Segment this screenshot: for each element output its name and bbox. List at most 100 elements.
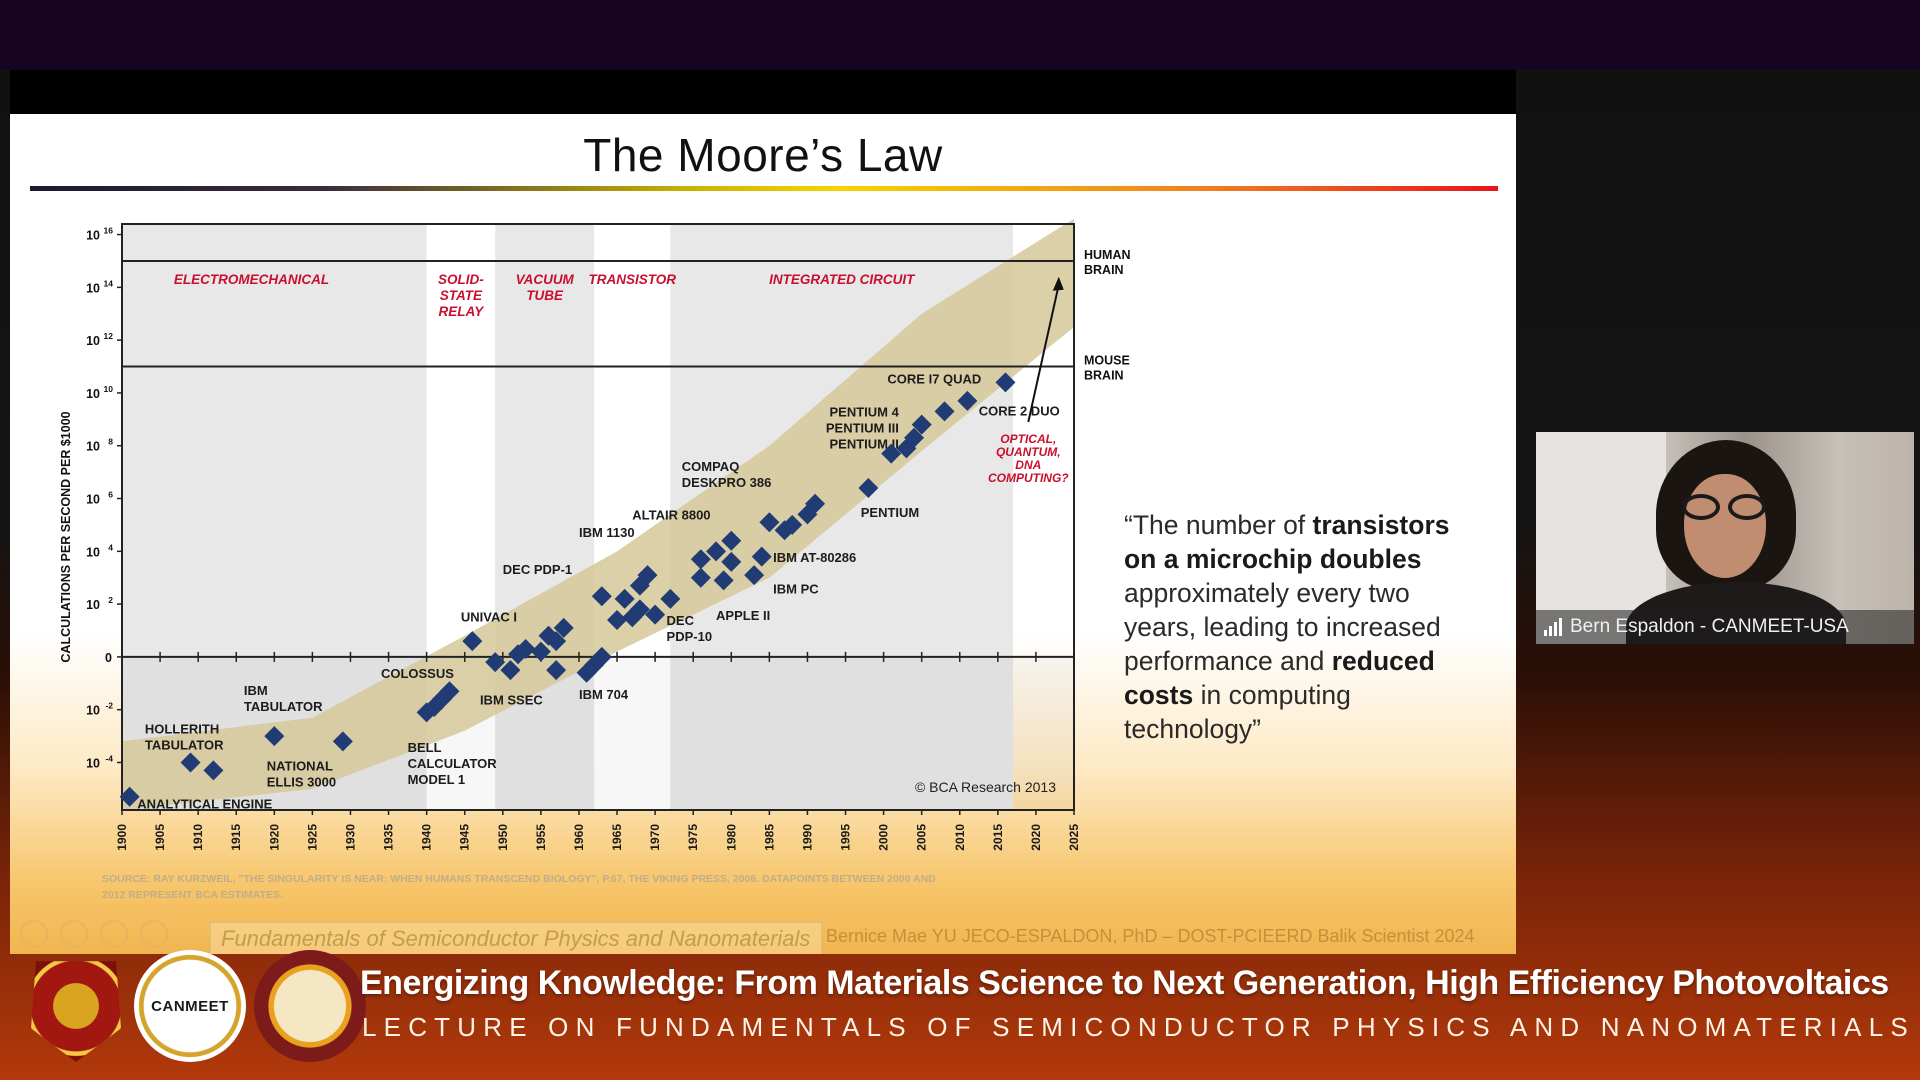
point-label: IBM 1130: [579, 525, 635, 540]
point-label: TABULATOR: [145, 737, 224, 752]
y-tick-exponent: 10: [104, 384, 114, 394]
data-point: [690, 549, 711, 570]
slide-footer-icons: [20, 920, 168, 948]
reference-line-label: BRAIN: [1084, 369, 1124, 383]
x-tick-label: 2025: [1067, 824, 1081, 851]
point-label: DNA: [1015, 458, 1041, 472]
era-label: TUBE: [526, 288, 564, 303]
banner-logos: CANMEET: [26, 950, 366, 1062]
x-tick-label: 1980: [724, 824, 738, 851]
data-point: [904, 427, 925, 448]
data-point: [690, 567, 711, 588]
future-arrow-line: [1027, 284, 1060, 423]
trend-band: [122, 218, 1074, 811]
era-label: STATE: [440, 288, 483, 303]
x-tick-label: 1905: [153, 824, 167, 851]
point-label: UNIVAC I: [461, 609, 517, 624]
footer-logo-icon: [140, 920, 168, 948]
y-tick-exponent: 4: [108, 542, 113, 552]
point-label: PENTIUM: [861, 505, 920, 520]
data-point: [546, 660, 567, 681]
y-axis-label: CALCULATIONS PER SECOND PER $1000: [59, 411, 73, 662]
chart-source-line: SOURCE: RAY KURZWEIL, "THE SINGULARITY I…: [102, 873, 936, 885]
era-region-3: [594, 224, 671, 810]
data-point: [881, 443, 902, 464]
y-tick-exponent: 6: [108, 490, 113, 500]
data-point: [485, 652, 506, 673]
point-label: ELLIS 3000: [267, 774, 336, 789]
data-point: [645, 604, 666, 625]
balik-scientist-program-logo: [254, 950, 366, 1062]
data-point: [721, 551, 742, 572]
webcam-person-glasses: [1682, 494, 1768, 520]
y-tick-label: 10: [86, 598, 100, 612]
point-label: COMPAQ: [682, 459, 740, 474]
banner-title: Energizing Knowledge: From Materials Sci…: [360, 964, 1889, 1002]
participant-video-tile[interactable]: Bern Espaldon - CANMEET-USA: [1536, 432, 1914, 644]
data-point: [530, 641, 551, 662]
data-point: [934, 401, 955, 422]
data-point: [553, 617, 574, 638]
point-label: BELL: [408, 740, 442, 755]
x-tick-label: 1930: [343, 824, 357, 851]
x-tick-label: 1985: [762, 824, 776, 851]
point-label: CORE 2 DUO: [979, 403, 1060, 418]
x-tick-label: 1935: [382, 824, 396, 851]
data-point: [119, 786, 140, 807]
data-point: [706, 541, 727, 562]
x-tick-label: 1940: [420, 824, 434, 851]
footer-logo-icon: [20, 920, 48, 948]
footer-logo-icon: [60, 920, 88, 948]
x-tick-label: 2015: [991, 824, 1005, 851]
point-label: CORE I7 QUAD: [887, 372, 981, 387]
chart-source: SOURCE: RAY KURZWEIL, "THE SINGULARITY I…: [102, 873, 936, 901]
x-tick-label: 1955: [534, 824, 548, 851]
data-point: [637, 565, 658, 586]
point-label: CALCULATOR: [408, 756, 498, 771]
quote-segment: “The number of: [1124, 510, 1313, 540]
x-tick-label: 2000: [877, 824, 891, 851]
future-arrow-head: [1052, 276, 1064, 291]
point-label: IBM: [244, 683, 268, 698]
x-tick-label: 2020: [1029, 824, 1043, 851]
x-tick-label: 2010: [953, 824, 967, 851]
title-rule: [30, 186, 1498, 191]
data-point: [264, 726, 285, 747]
footer-logo-icon: [100, 920, 128, 948]
quote-segment: approximately every two years, leading t…: [1124, 578, 1441, 676]
x-tick-label: 1920: [267, 824, 281, 851]
data-point: [607, 609, 628, 630]
canmeet-logo-text: CANMEET: [151, 997, 229, 1015]
data-point: [805, 493, 826, 514]
data-point: [439, 681, 460, 702]
chart-credit: © BCA Research 2013: [915, 779, 1056, 795]
data-point: [614, 588, 635, 609]
point-label: COLOSSUS: [381, 666, 454, 681]
y-tick-exponent: 12: [104, 331, 114, 341]
era-label: ELECTROMECHANICAL: [174, 272, 329, 287]
reference-line-label: MOUSE: [1084, 354, 1130, 368]
data-point: [462, 631, 483, 652]
point-label: OPTICAL,: [1000, 432, 1056, 446]
quote-segment: in computing technology”: [1124, 680, 1351, 744]
y-tick-label: 10: [86, 281, 100, 295]
data-point: [629, 599, 650, 620]
era-region-2: [495, 224, 595, 810]
data-point: [713, 570, 734, 591]
reference-line-label: BRAIN: [1084, 263, 1124, 277]
point-label: PENTIUM III: [826, 421, 899, 436]
y-tick-label: 10: [86, 229, 100, 243]
x-tick-label: 1945: [458, 824, 472, 851]
data-point: [622, 607, 643, 628]
university-of-san-agustin-logo: [31, 961, 121, 1062]
x-tick-label: 1965: [610, 824, 624, 851]
x-tick-label: 2005: [915, 824, 929, 851]
point-label: QUANTUM,: [996, 445, 1061, 459]
data-point: [957, 390, 978, 411]
x-tick-label: 1950: [496, 824, 510, 851]
data-point: [546, 631, 567, 652]
x-tick-label: 1970: [648, 824, 662, 851]
era-label: TRANSISTOR: [589, 272, 677, 287]
data-point: [911, 414, 932, 435]
